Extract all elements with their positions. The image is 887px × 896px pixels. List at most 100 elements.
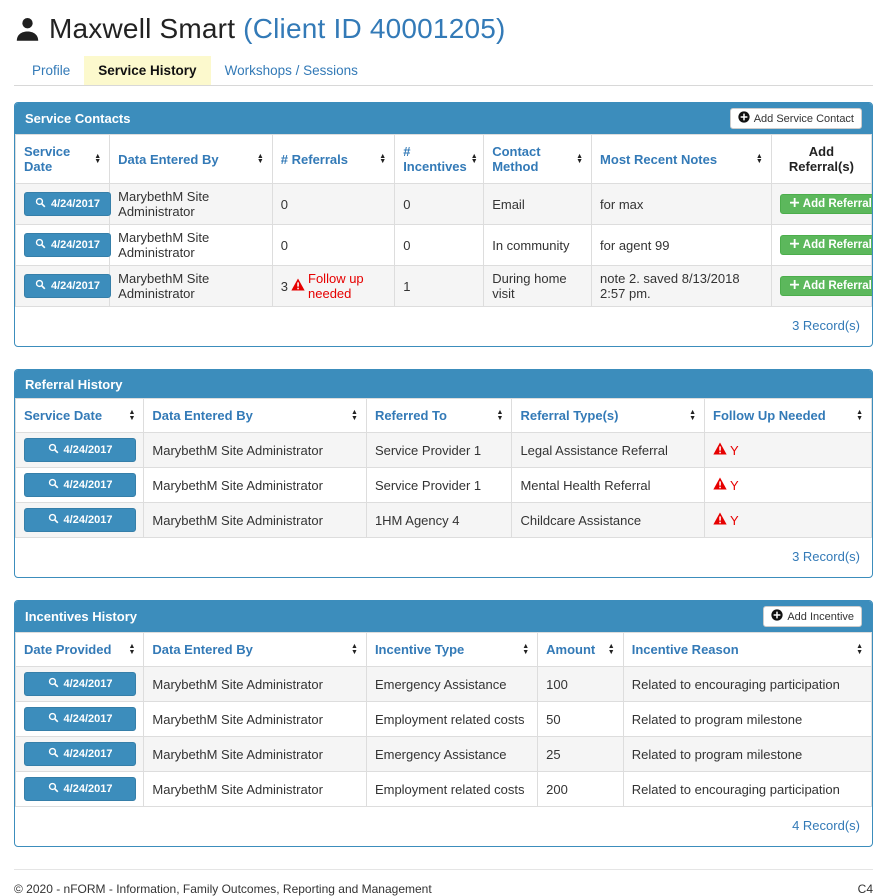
- tab-bar: Profile Service History Workshops / Sess…: [14, 56, 873, 86]
- cell-reason: Related to program milestone: [622, 736, 872, 772]
- cell-incentive-type: Emergency Assistance: [365, 736, 539, 772]
- sort-icon[interactable]: ▲ ▼: [576, 152, 584, 165]
- col-follow-up-needed[interactable]: Follow Up Needed ▲ ▼: [704, 398, 872, 433]
- cell-incentives: 1: [394, 265, 485, 307]
- service-contacts-table: Service Date ▲ ▼ Data Entered By ▲ ▼ # Refer…: [15, 134, 872, 307]
- tab-workshops-sessions[interactable]: Workshops / Sessions: [224, 63, 358, 78]
- record-count: 4 Record(s): [792, 818, 860, 833]
- col-referral-types[interactable]: Referral Type(s) ▲ ▼: [511, 398, 706, 433]
- view-incentive-button[interactable]: 4/24/2017: [24, 707, 136, 731]
- sort-icon[interactable]: ▲ ▼: [496, 409, 504, 422]
- table-row: 4/24/2017 MarybethM Site Administrator 1…: [15, 502, 872, 538]
- col-contact-method[interactable]: Contact Method ▲ ▼: [483, 134, 593, 184]
- referral-history-table: Service Date ▲ ▼ Data Entered By ▲ ▼ Referre…: [15, 398, 872, 538]
- add-referral-button[interactable]: Add Referral: [779, 276, 872, 296]
- col-num-referrals[interactable]: # Referrals ▲ ▼: [271, 134, 396, 184]
- plus-icon: [789, 198, 799, 210]
- sort-icon[interactable]: ▲ ▼: [755, 152, 763, 165]
- cell-referrals: 0: [271, 224, 396, 266]
- cell-notes: for max: [591, 183, 772, 225]
- search-icon: [35, 197, 46, 211]
- view-incentive-button[interactable]: 4/24/2017: [24, 672, 136, 696]
- cell-entered-by: MarybethM Site Administrator: [109, 224, 273, 266]
- sort-icon[interactable]: ▲ ▼: [379, 152, 387, 165]
- view-service-contact-button[interactable]: 4/24/2017: [24, 274, 111, 298]
- view-referral-button[interactable]: 4/24/2017: [24, 508, 136, 532]
- col-service-date[interactable]: Service Date ▲ ▼: [15, 398, 145, 433]
- cell-entered-by: MarybethM Site Administrator: [143, 771, 367, 807]
- col-data-entered-by[interactable]: Data Entered By ▲ ▼: [109, 134, 273, 184]
- cell-referrals: 3 Follow up needed: [271, 265, 396, 307]
- add-referral-button[interactable]: Add Referral: [779, 235, 872, 255]
- view-referral-button[interactable]: 4/24/2017: [24, 438, 136, 462]
- plus-icon: [789, 239, 799, 251]
- cell-incentives: 0: [394, 183, 485, 225]
- col-amount[interactable]: Amount ▲ ▼: [537, 632, 624, 667]
- sort-icon[interactable]: ▲ ▼: [689, 409, 697, 422]
- sort-icon[interactable]: ▲ ▼: [351, 643, 358, 656]
- add-referral-button[interactable]: Add Referral: [779, 194, 872, 214]
- cell-entered-by: MarybethM Site Administrator: [143, 701, 367, 737]
- page-footer: © 2020 - nFORM - Information, Family Out…: [14, 869, 873, 896]
- tab-service-history[interactable]: Service History: [84, 56, 211, 85]
- incentives-history-header: Incentives History Add Incentive: [15, 601, 872, 632]
- client-name: Maxwell Smart: [49, 13, 236, 44]
- col-most-recent-notes[interactable]: Most Recent Notes ▲ ▼: [591, 134, 772, 184]
- search-icon: [48, 513, 59, 527]
- col-service-date[interactable]: Service Date ▲ ▼: [15, 134, 111, 184]
- page-header: Maxwell Smart (Client ID 40001205): [14, 12, 873, 46]
- panel-title: Referral History: [25, 376, 123, 392]
- search-icon: [35, 279, 46, 293]
- sort-icon[interactable]: ▲ ▼: [128, 643, 136, 656]
- cell-referral-type: Childcare Assistance: [511, 502, 706, 538]
- sort-icon[interactable]: ▲ ▼: [94, 152, 102, 165]
- cell-incentives: 0: [394, 224, 485, 266]
- view-referral-button[interactable]: 4/24/2017: [24, 473, 136, 497]
- col-data-entered-by[interactable]: Data Entered By ▲ ▼: [143, 632, 367, 667]
- cell-entered-by: MarybethM Site Administrator: [143, 736, 367, 772]
- add-service-contact-button[interactable]: Add Service Contact: [729, 108, 862, 129]
- incentives-history-table: Date Provided ▲ ▼ Data Entered By ▲ ▼ Incent…: [15, 632, 872, 807]
- col-data-entered-by[interactable]: Data Entered By ▲ ▼: [143, 398, 367, 433]
- col-incentive-type[interactable]: Incentive Type ▲ ▼: [365, 632, 539, 667]
- sort-icon[interactable]: ▲ ▼: [128, 409, 136, 422]
- cell-incentive-type: Employment related costs: [365, 771, 539, 807]
- tab-profile[interactable]: Profile: [32, 63, 71, 78]
- sort-icon[interactable]: ▲ ▼: [522, 643, 530, 656]
- cell-referral-type: Mental Health Referral: [511, 467, 706, 503]
- warning-icon: [713, 512, 727, 528]
- table-row: 4/24/2017 MarybethM Site Administrator 0…: [15, 183, 872, 225]
- sort-icon[interactable]: ▲ ▼: [256, 152, 264, 165]
- add-incentive-button[interactable]: Add Incentive: [763, 606, 862, 627]
- cell-entered-by: MarybethM Site Administrator: [143, 432, 367, 468]
- col-num-incentives[interactable]: # Incentives ▲ ▼: [394, 134, 485, 184]
- referral-history-header: Referral History: [15, 370, 872, 398]
- col-incentive-reason[interactable]: Incentive Reason ▲ ▼: [622, 632, 872, 667]
- cell-followup: Y: [704, 432, 872, 468]
- cell-referred-to: Service Provider 1: [365, 467, 513, 503]
- cell-followup: Y: [704, 467, 872, 503]
- col-referred-to[interactable]: Referred To ▲ ▼: [365, 398, 513, 433]
- sort-icon[interactable]: ▲ ▼: [856, 409, 863, 422]
- sort-icon[interactable]: ▲ ▼: [856, 643, 863, 656]
- cell-incentive-type: Employment related costs: [365, 701, 539, 737]
- view-incentive-button[interactable]: 4/24/2017: [24, 777, 136, 801]
- view-incentive-button[interactable]: 4/24/2017: [24, 742, 136, 766]
- search-icon: [48, 478, 59, 492]
- cell-referral-type: Legal Assistance Referral: [511, 432, 706, 468]
- cell-reason: Related to program milestone: [622, 701, 872, 737]
- cell-entered-by: MarybethM Site Administrator: [109, 265, 273, 307]
- view-service-contact-button[interactable]: 4/24/2017: [24, 192, 111, 216]
- cell-contact-method: In community: [483, 224, 593, 266]
- cell-reason: Related to encouraging participation: [622, 666, 872, 702]
- table-row: 4/24/2017 MarybethM Site Administrator E…: [15, 736, 872, 772]
- sort-icon[interactable]: ▲ ▼: [607, 643, 615, 656]
- table-row: 4/24/2017 MarybethM Site Administrator E…: [15, 666, 872, 702]
- cell-contact-method: During home visit: [483, 265, 593, 307]
- col-date-provided[interactable]: Date Provided ▲ ▼: [15, 632, 145, 667]
- page-title: Maxwell Smart (Client ID 40001205): [49, 13, 506, 45]
- sort-icon[interactable]: ▲ ▼: [351, 409, 358, 422]
- sort-icon[interactable]: ▲ ▼: [470, 152, 478, 165]
- view-service-contact-button[interactable]: 4/24/2017: [24, 233, 111, 257]
- cell-entered-by: MarybethM Site Administrator: [143, 666, 367, 702]
